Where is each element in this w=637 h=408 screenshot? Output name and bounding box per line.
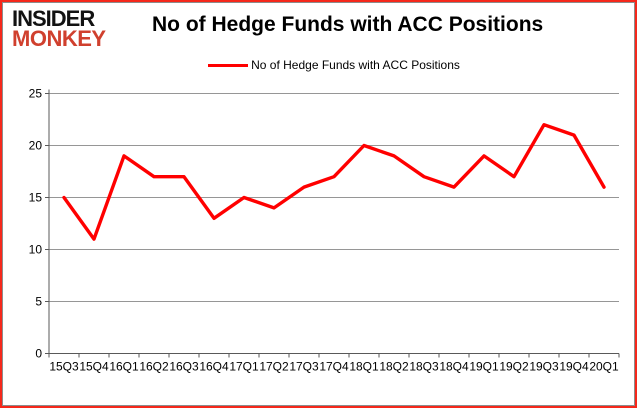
legend-line-swatch (208, 63, 249, 67)
x-tick-label: 18Q4 (439, 360, 469, 374)
x-tick-label: 16Q4 (199, 360, 229, 374)
x-tick-label: 20Q1 (589, 360, 619, 374)
x-tick-label: 16Q1 (109, 360, 139, 374)
y-tick-label: 0 (35, 347, 42, 361)
x-tick-label: 17Q2 (259, 360, 289, 374)
x-tick-label: 17Q4 (319, 360, 349, 374)
x-tick-label: 16Q3 (169, 360, 199, 374)
y-tick-label: 5 (35, 295, 42, 309)
series-line (62, 122, 606, 241)
x-tick-label: 17Q3 (289, 360, 319, 374)
x-tick-label: 19Q1 (469, 360, 499, 374)
x-tick-label: 19Q3 (529, 360, 559, 374)
y-tick-label: 10 (29, 243, 43, 257)
insider-monkey-logo: INSIDER MONKEY (12, 6, 106, 52)
legend: No of Hedge Funds with ACC Positions (29, 58, 635, 72)
legend-label: No of Hedge Funds with ACC Positions (251, 58, 460, 72)
chart-title: No of Hedge Funds with ACC Positions (152, 13, 544, 36)
x-tick-label: 19Q2 (499, 360, 529, 374)
x-tick-label: 16Q2 (139, 360, 169, 374)
x-tick-label: 18Q1 (349, 360, 379, 374)
x-tick-label: 18Q3 (409, 360, 439, 374)
x-tick-label: 17Q1 (229, 360, 259, 374)
x-tick-label: 18Q2 (379, 360, 409, 374)
x-tick-label: 19Q4 (559, 360, 589, 374)
y-tick-label: 15 (29, 191, 43, 205)
logo-line1: INSIDER (12, 6, 95, 31)
x-tick-label: 15Q3 (49, 360, 79, 374)
y-tick-label: 25 (29, 87, 43, 101)
y-tick-label: 20 (29, 139, 43, 153)
x-tick-label: 15Q4 (79, 360, 109, 374)
logo-line2: MONKEY (12, 26, 106, 52)
